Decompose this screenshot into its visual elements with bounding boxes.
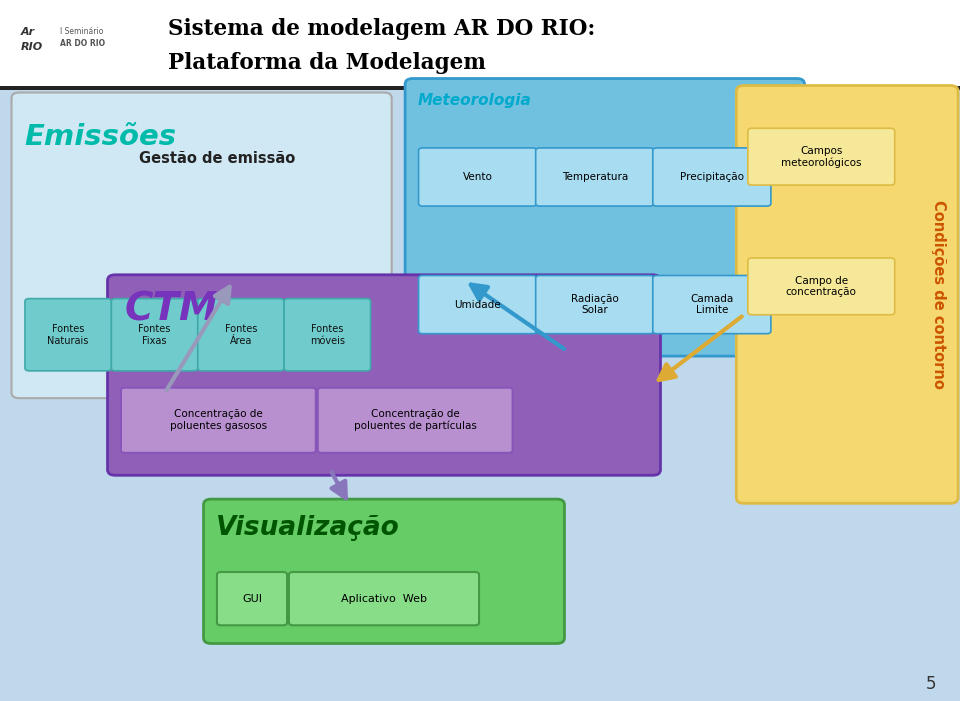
Bar bbox=[0, 0, 960, 88]
FancyBboxPatch shape bbox=[748, 128, 895, 185]
FancyBboxPatch shape bbox=[536, 148, 654, 206]
FancyBboxPatch shape bbox=[419, 148, 537, 206]
FancyBboxPatch shape bbox=[198, 299, 284, 371]
Text: Fontes
móveis: Fontes móveis bbox=[310, 324, 345, 346]
Text: Aplicativo  Web: Aplicativo Web bbox=[341, 594, 427, 604]
FancyBboxPatch shape bbox=[289, 572, 479, 625]
FancyBboxPatch shape bbox=[108, 275, 660, 475]
Text: AR DO RIO: AR DO RIO bbox=[60, 39, 105, 48]
Text: Temperatura: Temperatura bbox=[562, 172, 628, 182]
FancyBboxPatch shape bbox=[536, 275, 654, 334]
FancyBboxPatch shape bbox=[284, 299, 371, 371]
Text: Precipitação: Precipitação bbox=[680, 172, 744, 182]
FancyBboxPatch shape bbox=[419, 275, 537, 334]
Bar bbox=[0, 86, 960, 90]
FancyBboxPatch shape bbox=[318, 388, 513, 453]
Text: CTM: CTM bbox=[125, 291, 219, 329]
Text: I Seminário: I Seminário bbox=[60, 27, 103, 36]
FancyBboxPatch shape bbox=[25, 299, 111, 371]
Text: Concentração de
poluentes gasosos: Concentração de poluentes gasosos bbox=[170, 409, 267, 431]
Text: Radiação
Solar: Radiação Solar bbox=[571, 294, 618, 315]
Text: 5: 5 bbox=[925, 674, 936, 693]
FancyBboxPatch shape bbox=[217, 572, 287, 625]
Text: Umidade: Umidade bbox=[454, 299, 501, 310]
Text: Condições de contorno: Condições de contorno bbox=[931, 200, 947, 389]
Text: Plataforma da Modelagem: Plataforma da Modelagem bbox=[168, 52, 486, 74]
FancyBboxPatch shape bbox=[653, 148, 771, 206]
FancyBboxPatch shape bbox=[653, 275, 771, 334]
Text: Ar: Ar bbox=[21, 27, 36, 36]
FancyBboxPatch shape bbox=[204, 499, 564, 644]
Text: Fontes
Área: Fontes Área bbox=[225, 324, 257, 346]
Text: RIO: RIO bbox=[21, 42, 43, 52]
Text: Visualização: Visualização bbox=[216, 515, 399, 541]
FancyBboxPatch shape bbox=[748, 258, 895, 315]
FancyBboxPatch shape bbox=[405, 79, 804, 356]
Text: GUI: GUI bbox=[242, 594, 262, 604]
FancyBboxPatch shape bbox=[121, 388, 316, 453]
FancyBboxPatch shape bbox=[111, 299, 198, 371]
Text: Vento: Vento bbox=[463, 172, 492, 182]
Text: Camada
Limite: Camada Limite bbox=[690, 294, 733, 315]
Text: Gestão de emissão: Gestão de emissão bbox=[139, 151, 296, 165]
Text: Campo de
concentração: Campo de concentração bbox=[786, 275, 856, 297]
FancyBboxPatch shape bbox=[12, 93, 392, 398]
Text: Meteorologia: Meteorologia bbox=[418, 93, 531, 107]
Text: Fontes
Fixas: Fontes Fixas bbox=[138, 324, 171, 346]
Text: Sistema de modelagem AR DO RIO:: Sistema de modelagem AR DO RIO: bbox=[168, 18, 595, 41]
Text: Concentração de
poluentes de partículas: Concentração de poluentes de partículas bbox=[354, 409, 476, 431]
Text: Fontes
Naturais: Fontes Naturais bbox=[47, 324, 89, 346]
Bar bbox=[0, 88, 960, 701]
FancyBboxPatch shape bbox=[736, 86, 958, 503]
Text: Campos
meteorológicos: Campos meteorológicos bbox=[781, 146, 861, 168]
Text: Emissões: Emissões bbox=[24, 123, 176, 151]
